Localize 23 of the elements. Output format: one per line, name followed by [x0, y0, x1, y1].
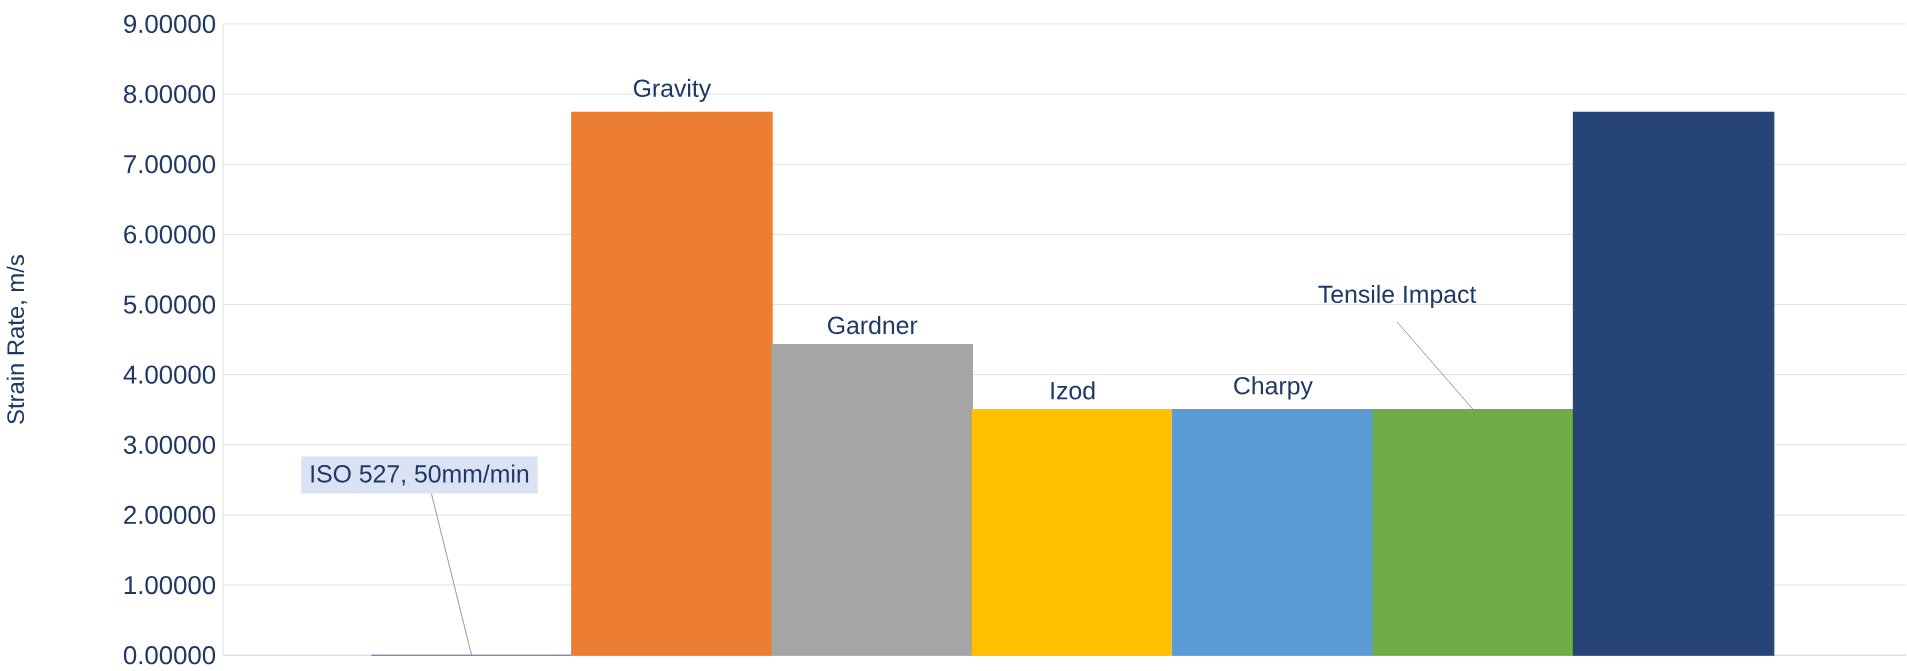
bar — [1172, 409, 1374, 656]
y-tick-label: 4.00000 — [123, 365, 216, 384]
y-tick-label: 8.00000 — [124, 84, 216, 104]
bar — [771, 343, 974, 656]
x-tick-label: Charpy — [1234, 376, 1313, 400]
y-tick-label: 9.00000 — [124, 14, 216, 34]
x-tick-label: Gardner — [828, 315, 918, 335]
y-axis-title: Strain Rate, m/s — [6, 255, 27, 424]
y-tick-label: 1.00000 — [124, 575, 216, 595]
x-tick-label: Izod — [1051, 381, 1095, 400]
y-tick-label: 0.00000 — [123, 646, 216, 665]
y-tick-label: 5.00000 — [123, 295, 216, 314]
y-tick-label: 6.00000 — [124, 225, 216, 244]
x-tick-label: ISO 527, 50mm/min — [311, 464, 529, 486]
bar — [1572, 111, 1775, 656]
y-tick-label: 3.00000 — [123, 435, 216, 454]
bar — [1372, 409, 1575, 656]
bar — [571, 111, 773, 656]
y-tick-label: 7.00000 — [124, 155, 216, 174]
x-tick-label: Tensile Impact — [1318, 284, 1477, 309]
x-tick-label: Gravity — [633, 78, 712, 102]
bar — [971, 409, 1174, 656]
y-tick-label: 2.00000 — [124, 505, 216, 525]
